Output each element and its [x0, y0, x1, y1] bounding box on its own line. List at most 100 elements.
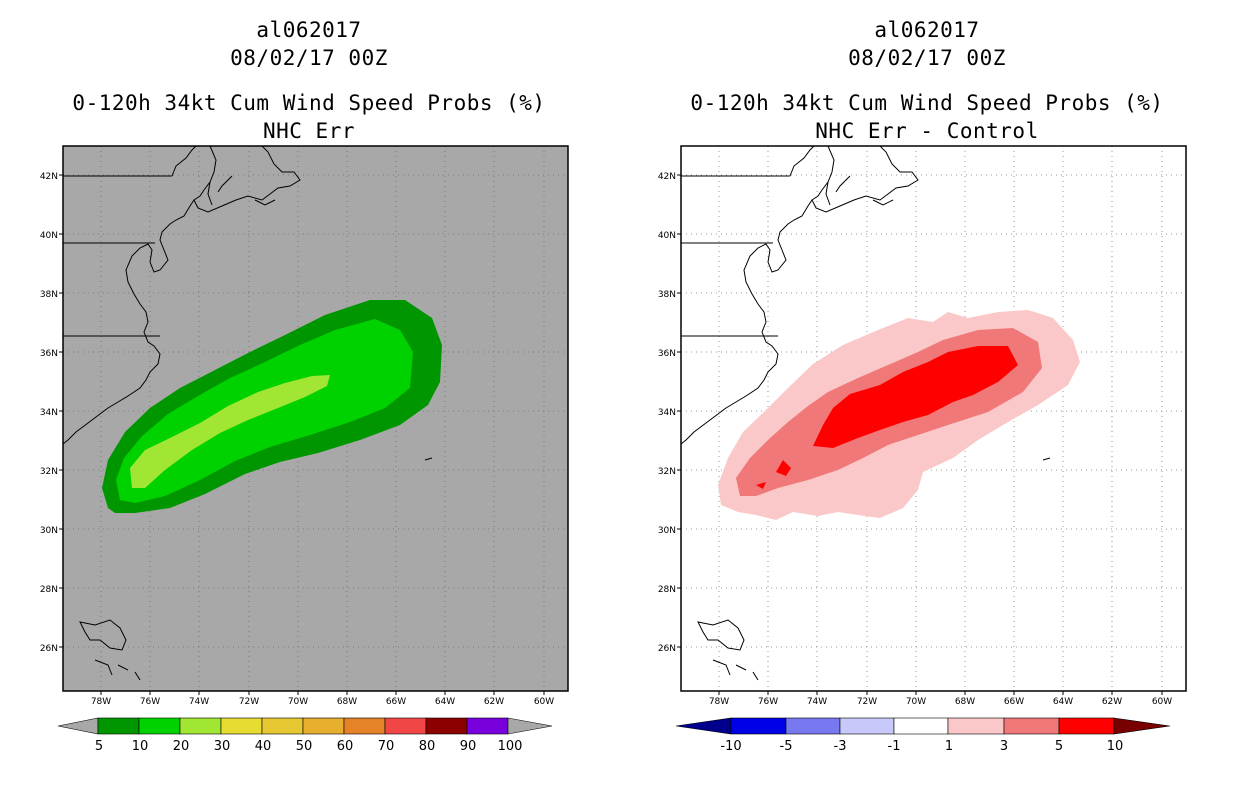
lat-label: 28N [658, 585, 676, 595]
lat-label: 32N [40, 467, 58, 477]
left-lat-labels: 42N 40N 38N 36N 34N 32N 30N 28N 26N [40, 172, 58, 654]
left-storm-id: al062017 [256, 18, 362, 42]
colorbar-swatch [261, 717, 304, 735]
lon-label: 68W [337, 697, 357, 707]
lat-label: 32N [658, 467, 676, 477]
left-lon-labels: 78W 76W 74W 72W 70W 68W 66W 64W 62W 60W [91, 697, 554, 707]
lat-label: 28N [40, 585, 58, 595]
left-datetime: 08/02/17 00Z [230, 46, 388, 70]
colorbar-swatch [97, 717, 140, 735]
lat-label: 36N [40, 349, 58, 359]
colorbar-swatch [1003, 717, 1060, 735]
lon-label: 70W [288, 697, 308, 707]
left-map-frame [62, 145, 569, 692]
lon-label: 70W [906, 697, 926, 707]
right-ticks [677, 174, 1163, 695]
colorbar-label: -10 [720, 739, 741, 754]
right-datetime: 08/02/17 00Z [848, 46, 1006, 70]
right-diff-5-small-contour [776, 460, 791, 476]
lon-label: 74W [189, 697, 209, 707]
colorbar-label: -3 [834, 739, 847, 754]
lon-label: 68W [955, 697, 975, 707]
colorbar-label: 90 [460, 739, 477, 754]
colorbar-swatch [179, 717, 222, 735]
lon-label: 66W [1004, 697, 1024, 707]
left-map-svg: 42N 40N 38N 36N 34N 32N 30N 28N 26N 78W … [40, 145, 569, 754]
colorbar-label: 5 [1055, 739, 1063, 754]
colorbar-swatch [466, 717, 509, 735]
colorbar-swatch [138, 717, 181, 735]
lon-label: 72W [857, 697, 877, 707]
lon-label: 66W [386, 697, 406, 707]
lon-label: 78W [91, 697, 111, 707]
colorbar-label: 20 [173, 739, 190, 754]
right-product-title: 0-120h 34kt Cum Wind Speed Probs (%) [690, 91, 1164, 115]
left-prob-20-contour [130, 375, 330, 488]
colorbar-swatch [1058, 717, 1115, 735]
lat-label: 36N [658, 349, 676, 359]
lat-label: 34N [40, 408, 58, 418]
colorbar-swatch [947, 717, 1005, 735]
lon-label: 78W [709, 697, 729, 707]
lat-label: 40N [40, 231, 58, 241]
lon-label: 72W [239, 697, 259, 707]
lat-label: 40N [658, 231, 676, 241]
colorbar-swatch [343, 717, 386, 735]
colorbar-label: 5 [95, 739, 103, 754]
lat-label: 38N [40, 290, 58, 300]
lon-label: 62W [484, 697, 504, 707]
left-coastlines [62, 145, 433, 681]
lon-label: 64W [1053, 697, 1073, 707]
lat-label: 42N [658, 172, 676, 182]
lat-label: 38N [658, 290, 676, 300]
lon-label: 74W [807, 697, 827, 707]
right-diff-5-tiny-contour [756, 482, 766, 489]
colorbar-swatch [384, 717, 427, 735]
right-map-svg: 42N 40N 38N 36N 34N 32N 30N 28N 26N 78W … [658, 145, 1187, 754]
lon-label: 64W [435, 697, 455, 707]
lon-label: 60W [534, 697, 554, 707]
left-panel: al062017 08/02/17 00Z 0-120h 34kt Cum Wi… [40, 18, 569, 754]
colorbar-label: 40 [255, 739, 272, 754]
left-lat-ticks [59, 174, 545, 695]
right-map-frame [680, 145, 1187, 692]
lon-label: 60W [1152, 697, 1172, 707]
colorbar-under-arrow [675, 717, 732, 735]
lat-label: 30N [40, 526, 58, 536]
lon-label: 76W [758, 697, 778, 707]
lat-label: 30N [658, 526, 676, 536]
colorbar-label: 70 [378, 739, 395, 754]
lat-label: 26N [40, 644, 58, 654]
colorbar-label: -1 [888, 739, 901, 754]
colorbar-swatch [220, 717, 263, 735]
colorbar-label: 30 [214, 739, 231, 754]
right-storm-id: al062017 [874, 18, 980, 42]
right-grid [681, 146, 1186, 691]
right-subtitle: NHC Err - Control [815, 119, 1039, 143]
left-colorbar-labels: 5 10 20 30 40 50 60 70 80 90 100 [95, 739, 523, 754]
colorbar-label: 80 [419, 739, 436, 754]
right-lat-labels: 42N 40N 38N 36N 34N 32N 30N 28N 26N [658, 172, 676, 654]
colorbar-label: 1 [945, 739, 953, 754]
colorbar-label: 10 [132, 739, 149, 754]
colorbar-swatch [839, 717, 895, 735]
lat-label: 42N [40, 172, 58, 182]
lat-label: 26N [658, 644, 676, 654]
colorbar-swatch [893, 717, 949, 735]
colorbar-over-arrow [507, 717, 553, 735]
colorbar-swatch [730, 717, 787, 735]
colorbar-label: 50 [296, 739, 313, 754]
left-subtitle: NHC Err [262, 119, 355, 143]
colorbar-swatch [785, 717, 841, 735]
right-panel: al062017 08/02/17 00Z 0-120h 34kt Cum Wi… [618, 0, 1236, 800]
colorbar-swatch [425, 717, 468, 735]
left-grid [63, 146, 568, 691]
lon-label: 76W [140, 697, 160, 707]
right-colorbar-labels: -10 -5 -3 -1 1 3 5 10 [720, 739, 1123, 754]
colorbar-label: 10 [1107, 739, 1124, 754]
right-coastlines [680, 145, 1051, 681]
colorbar-swatch [302, 717, 345, 735]
right-lon-labels: 78W 76W 74W 72W 70W 68W 66W 64W 62W 60W [709, 697, 1172, 707]
lon-label: 62W [1102, 697, 1122, 707]
colorbar-label: -5 [780, 739, 793, 754]
